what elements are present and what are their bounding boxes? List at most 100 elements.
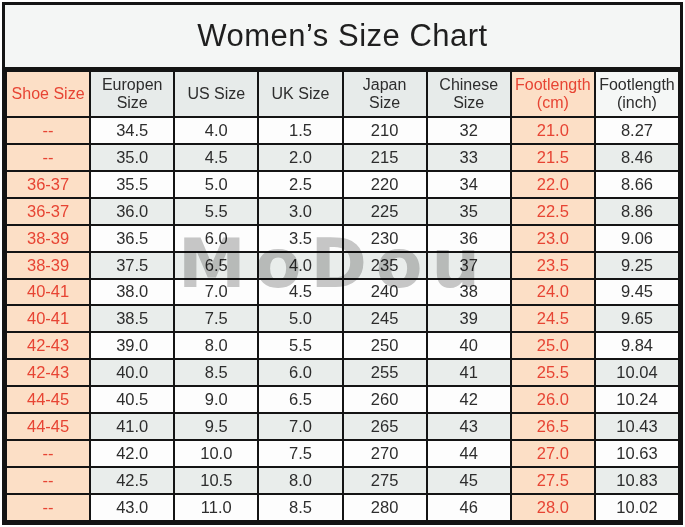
table-cell: 210	[343, 117, 427, 144]
table-cell: 40.0	[90, 359, 174, 386]
table-cell: 39.0	[90, 332, 174, 359]
table-row: 36-3735.55.02.52203422.08.66	[6, 171, 679, 198]
table-cell: 41	[427, 359, 511, 386]
column-header: Shoe Size	[6, 71, 90, 117]
shoe-size-cell: --	[6, 440, 90, 467]
table-cell: 9.45	[595, 279, 679, 306]
shoe-size-cell: --	[6, 144, 90, 171]
table-cell: 6.5	[174, 252, 258, 279]
column-header: Footlength (inch)	[595, 71, 679, 117]
table-cell: 8.5	[174, 359, 258, 386]
table-cell: 1.5	[258, 117, 342, 144]
table-cell: 5.0	[174, 171, 258, 198]
table-cell: 6.0	[258, 359, 342, 386]
table-cell: 3.5	[258, 225, 342, 252]
shoe-size-cell: 44-45	[6, 386, 90, 413]
table-cell: 34	[427, 171, 511, 198]
table-row: 44-4541.09.57.02654326.510.43	[6, 413, 679, 440]
shoe-size-cell: 38-39	[6, 252, 90, 279]
table-row: 40-4138.57.55.02453924.59.65	[6, 305, 679, 332]
table-cell: 35.0	[90, 144, 174, 171]
column-header: Footlength (cm)	[511, 71, 595, 117]
table-cell: 45	[427, 467, 511, 494]
table-cell: 7.5	[258, 440, 342, 467]
table-cell: 28.0	[511, 494, 595, 521]
table-cell: 8.86	[595, 198, 679, 225]
table-cell: 36	[427, 225, 511, 252]
table-cell: 6.0	[174, 225, 258, 252]
table-cell: 27.0	[511, 440, 595, 467]
table-cell: 240	[343, 279, 427, 306]
shoe-size-cell: 42-43	[6, 359, 90, 386]
table-cell: 35	[427, 198, 511, 225]
shoe-size-cell: 42-43	[6, 332, 90, 359]
table-cell: 265	[343, 413, 427, 440]
table-row: 36-3736.05.53.02253522.58.86	[6, 198, 679, 225]
table-cell: 39	[427, 305, 511, 332]
table-cell: 250	[343, 332, 427, 359]
table-cell: 32	[427, 117, 511, 144]
shoe-size-cell: 36-37	[6, 171, 90, 198]
table-cell: 10.02	[595, 494, 679, 521]
table-cell: 37.5	[90, 252, 174, 279]
table-cell: 220	[343, 171, 427, 198]
table-cell: 41.0	[90, 413, 174, 440]
table-cell: 7.0	[174, 279, 258, 306]
table-cell: 22.0	[511, 171, 595, 198]
table-cell: 42.5	[90, 467, 174, 494]
table-cell: 8.27	[595, 117, 679, 144]
table-cell: 9.25	[595, 252, 679, 279]
table-cell: 38	[427, 279, 511, 306]
table-cell: 38.0	[90, 279, 174, 306]
table-cell: 5.0	[258, 305, 342, 332]
table-cell: 275	[343, 467, 427, 494]
table-row: 38-3936.56.03.52303623.09.06	[6, 225, 679, 252]
shoe-size-cell: 44-45	[6, 413, 90, 440]
table-row: --34.54.01.52103221.08.27	[6, 117, 679, 144]
table-cell: 36.0	[90, 198, 174, 225]
table-cell: 280	[343, 494, 427, 521]
table-row: --42.010.07.52704427.010.63	[6, 440, 679, 467]
table-cell: 8.5	[258, 494, 342, 521]
shoe-size-cell: 40-41	[6, 279, 90, 306]
table-cell: 23.5	[511, 252, 595, 279]
table-cell: 26.5	[511, 413, 595, 440]
table-cell: 255	[343, 359, 427, 386]
table-cell: 235	[343, 252, 427, 279]
column-header: Europen Size	[90, 71, 174, 117]
table-cell: 10.83	[595, 467, 679, 494]
table-cell: 40	[427, 332, 511, 359]
table-cell: 9.06	[595, 225, 679, 252]
table-cell: 8.0	[258, 467, 342, 494]
table-cell: 44	[427, 440, 511, 467]
table-row: 42-4340.08.56.02554125.510.04	[6, 359, 679, 386]
chart-title-band: Women’s Size Chart	[5, 5, 680, 70]
table-cell: 9.0	[174, 386, 258, 413]
table-row: 38-3937.56.54.02353723.59.25	[6, 252, 679, 279]
table-cell: 42	[427, 386, 511, 413]
size-chart-table: Shoe SizeEuropen SizeUS SizeUK SizeJapan…	[5, 70, 680, 522]
table-cell: 35.5	[90, 171, 174, 198]
table-cell: 25.5	[511, 359, 595, 386]
table-cell: 215	[343, 144, 427, 171]
table-cell: 46	[427, 494, 511, 521]
table-cell: 4.5	[258, 279, 342, 306]
table-cell: 42.0	[90, 440, 174, 467]
column-header: US Size	[174, 71, 258, 117]
table-cell: 10.04	[595, 359, 679, 386]
table-cell: 2.0	[258, 144, 342, 171]
table-cell: 36.5	[90, 225, 174, 252]
table-header-row: Shoe SizeEuropen SizeUS SizeUK SizeJapan…	[6, 71, 679, 117]
table-cell: 7.5	[174, 305, 258, 332]
table-cell: 33	[427, 144, 511, 171]
table-cell: 4.0	[174, 117, 258, 144]
table-cell: 24.5	[511, 305, 595, 332]
column-header: Chinese Size	[427, 71, 511, 117]
table-cell: 9.5	[174, 413, 258, 440]
table-cell: 8.46	[595, 144, 679, 171]
table-row: 42-4339.08.05.52504025.09.84	[6, 332, 679, 359]
table-cell: 245	[343, 305, 427, 332]
table-cell: 26.0	[511, 386, 595, 413]
table-cell: 6.5	[258, 386, 342, 413]
table-cell: 9.65	[595, 305, 679, 332]
